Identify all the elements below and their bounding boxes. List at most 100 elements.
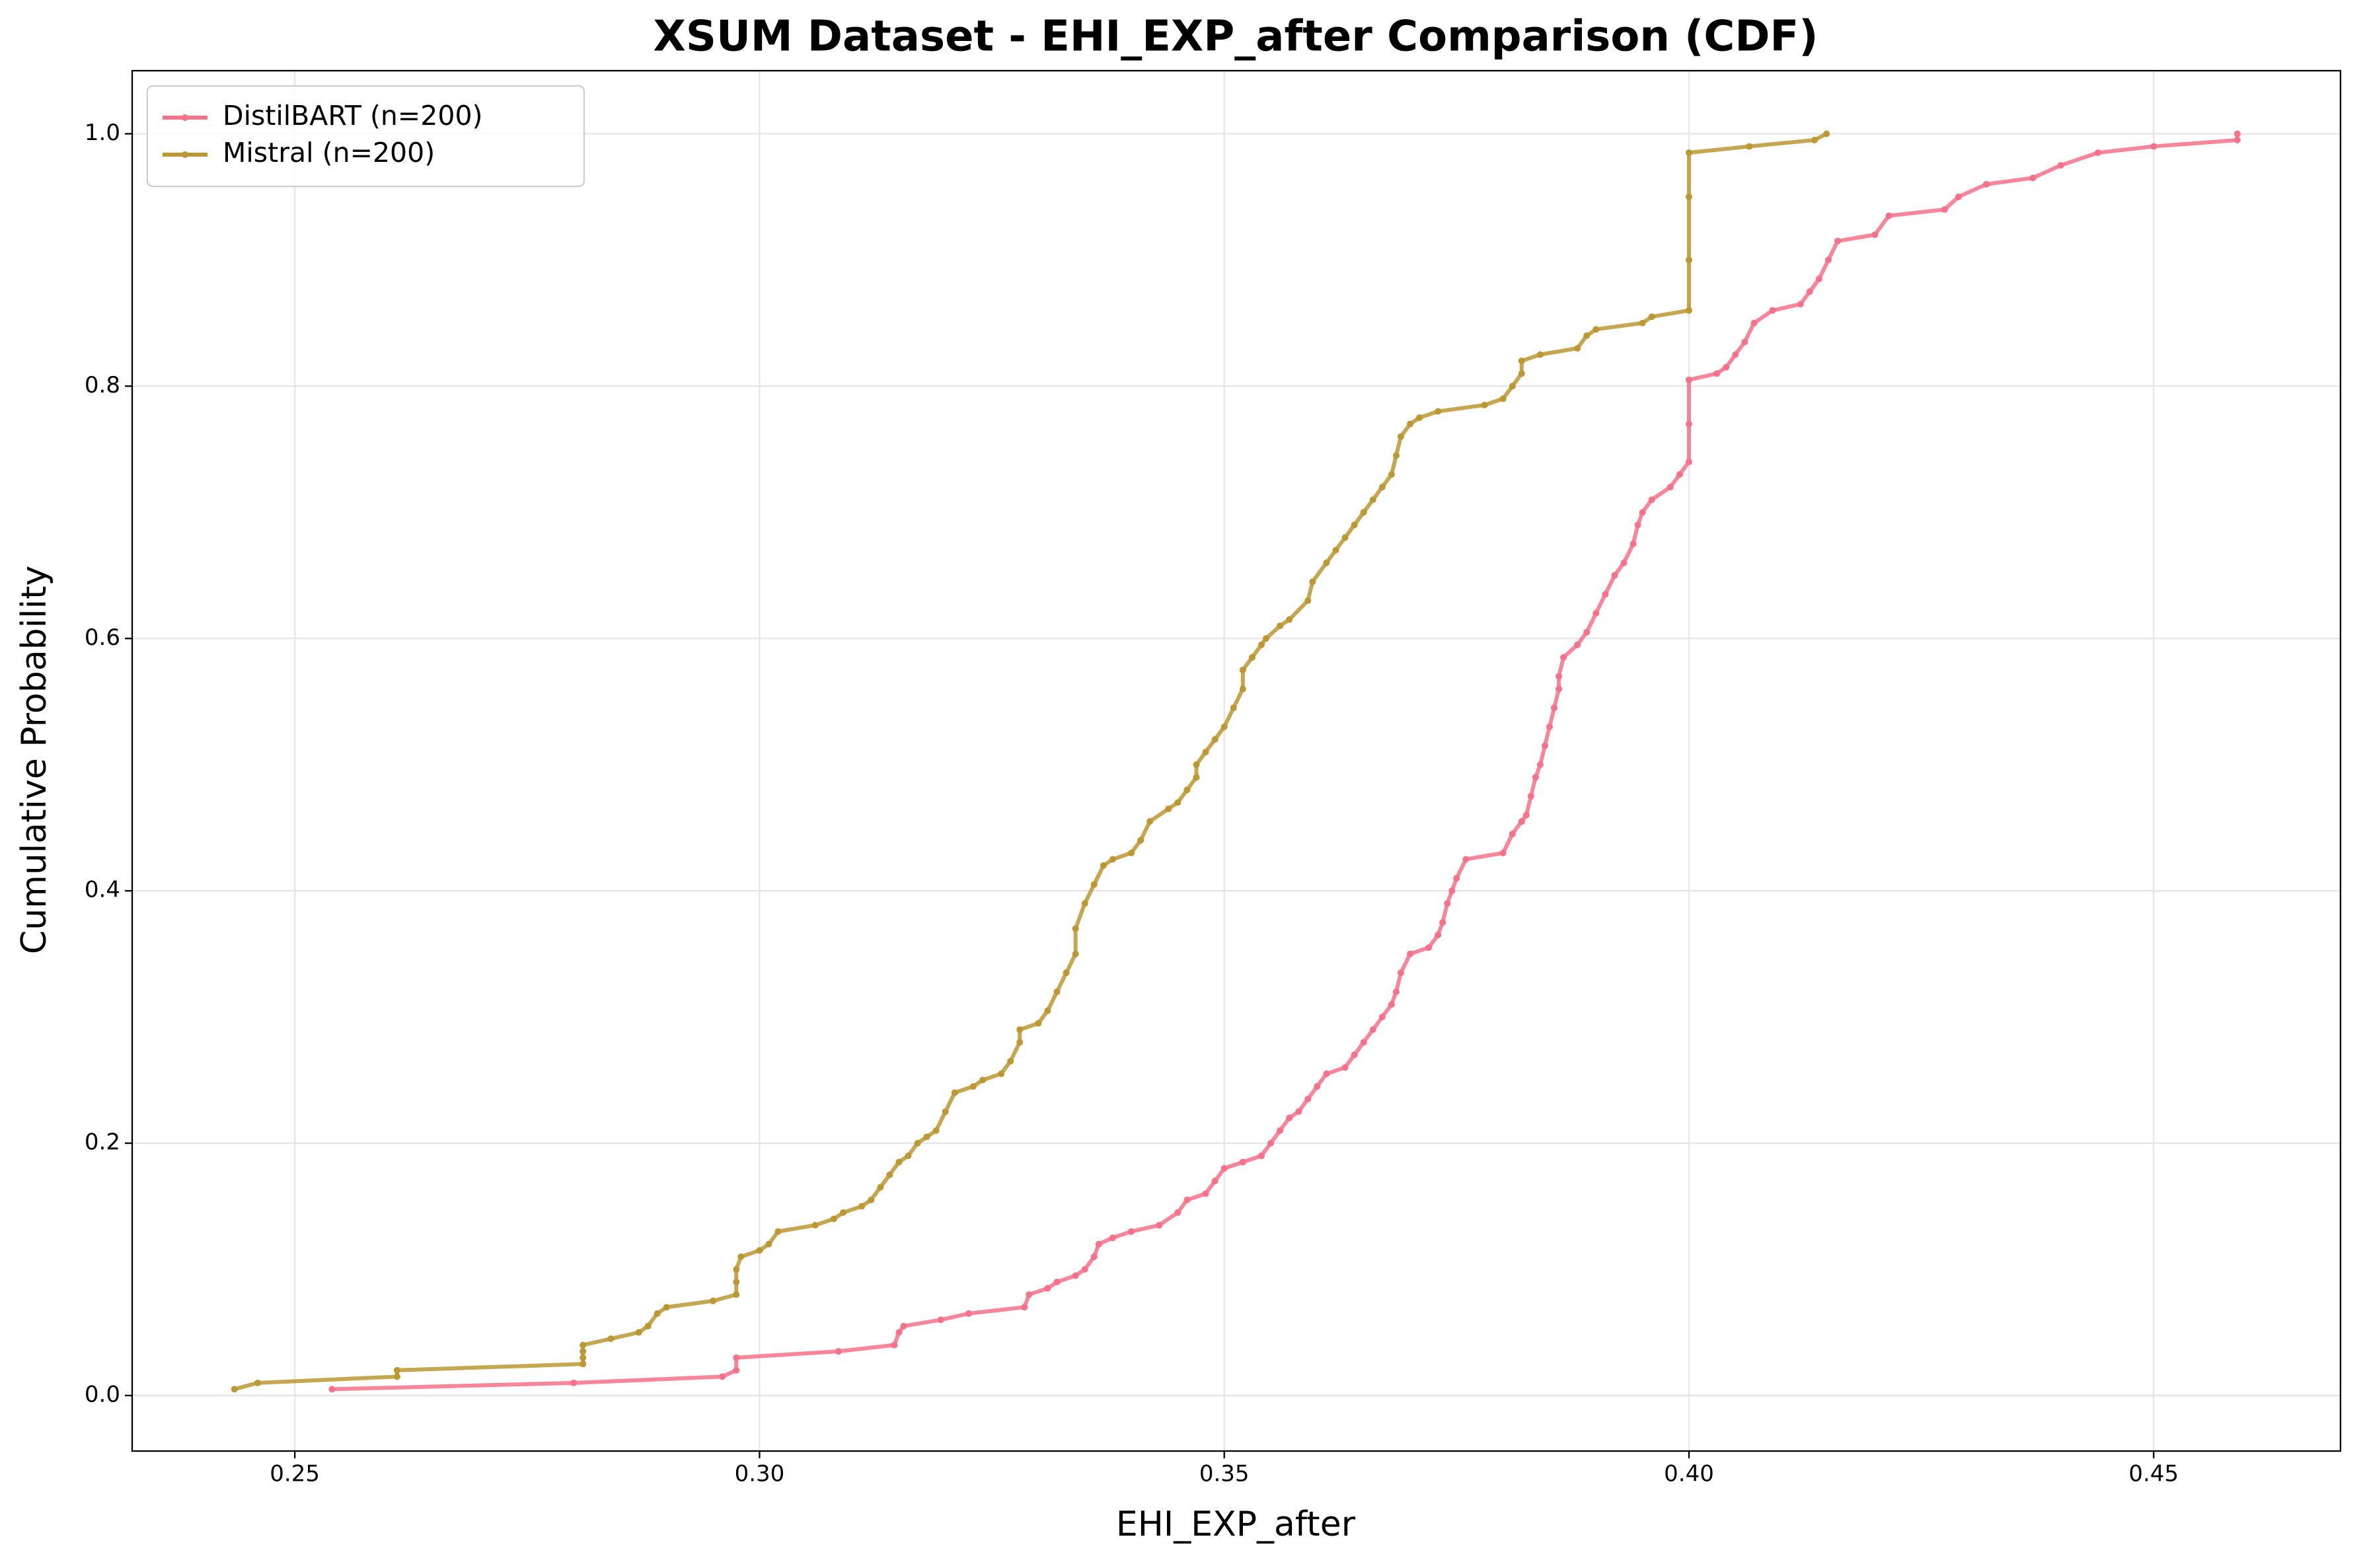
data-point xyxy=(1183,1197,1191,1204)
data-point xyxy=(231,1386,238,1393)
data-point xyxy=(580,1354,587,1361)
data-point xyxy=(1592,610,1600,617)
data-point xyxy=(895,1158,903,1166)
data-point xyxy=(1211,1177,1218,1185)
x-tick-label: 0.25 xyxy=(270,1461,320,1487)
data-point xyxy=(1314,1083,1321,1090)
data-point xyxy=(1257,1152,1265,1160)
data-point xyxy=(1081,900,1088,907)
y-tick-label: 0.2 xyxy=(85,1129,120,1156)
data-point xyxy=(1063,969,1070,977)
data-point xyxy=(1369,1026,1376,1033)
data-point xyxy=(1174,799,1181,806)
data-point xyxy=(2233,137,2241,144)
data-point xyxy=(580,1361,587,1368)
data-point xyxy=(2150,143,2157,150)
data-point xyxy=(1378,1014,1386,1021)
data-point xyxy=(1239,1158,1246,1166)
data-point xyxy=(923,1133,930,1140)
data-point xyxy=(1388,1001,1395,1008)
data-point xyxy=(1685,420,1692,428)
data-point xyxy=(868,1197,875,1204)
data-point xyxy=(1202,1190,1209,1197)
data-point xyxy=(891,1341,898,1349)
x-tick-label: 0.40 xyxy=(1664,1461,1714,1487)
data-point xyxy=(1397,969,1404,977)
data-point xyxy=(1341,1064,1349,1071)
data-point xyxy=(1815,276,1822,283)
data-point xyxy=(886,1171,893,1178)
data-point xyxy=(1165,805,1172,813)
data-point xyxy=(733,1366,740,1374)
data-point xyxy=(1156,1222,1163,1229)
legend-marker xyxy=(182,114,188,121)
data-point xyxy=(733,1354,740,1361)
data-point xyxy=(663,1304,670,1311)
data-point xyxy=(1629,541,1637,548)
data-point xyxy=(1541,742,1548,749)
data-point xyxy=(1611,572,1618,579)
data-point xyxy=(1146,818,1154,825)
data-point xyxy=(1341,534,1349,541)
data-point xyxy=(737,1253,745,1260)
y-tick-label: 0.6 xyxy=(85,624,120,651)
data-point xyxy=(1769,307,1776,314)
data-point xyxy=(830,1215,837,1222)
data-point xyxy=(1388,471,1395,478)
data-point xyxy=(607,1335,615,1343)
data-point xyxy=(1685,458,1692,465)
data-point xyxy=(1509,831,1516,838)
data-point xyxy=(1295,1108,1302,1115)
data-point xyxy=(1685,376,1692,383)
data-point xyxy=(1555,685,1563,692)
data-point xyxy=(774,1228,782,1235)
data-point xyxy=(1602,591,1609,598)
data-point xyxy=(1397,433,1404,440)
data-point xyxy=(1824,256,1832,264)
data-point xyxy=(1834,237,1842,244)
data-point xyxy=(1732,351,1739,358)
data-point xyxy=(1072,1272,1079,1279)
data-point xyxy=(914,1140,921,1147)
y-axis-label: Cumulative Probability xyxy=(15,566,54,954)
data-point xyxy=(1392,988,1400,995)
data-point xyxy=(756,1247,763,1254)
data-point xyxy=(1239,685,1246,692)
x-tick-label: 0.30 xyxy=(735,1461,785,1487)
data-point xyxy=(2233,130,2241,137)
data-point xyxy=(1648,496,1655,504)
data-point xyxy=(1053,988,1061,995)
data-point xyxy=(1220,1165,1228,1172)
data-point xyxy=(1304,597,1312,604)
data-point xyxy=(1360,1039,1367,1046)
legend-label: Mistral (n=200) xyxy=(223,137,435,168)
data-point xyxy=(932,1127,940,1134)
data-point xyxy=(710,1297,717,1304)
data-point xyxy=(1435,932,1442,939)
data-point xyxy=(1676,471,1683,478)
data-point xyxy=(1286,616,1293,623)
data-point xyxy=(895,1329,903,1336)
data-point xyxy=(1090,1253,1098,1260)
data-point xyxy=(254,1379,261,1386)
data-point xyxy=(1248,653,1255,661)
data-point xyxy=(1518,357,1525,365)
data-point xyxy=(1128,1228,1135,1235)
data-point xyxy=(580,1341,587,1349)
data-point xyxy=(1095,1240,1102,1248)
data-point xyxy=(835,1348,842,1355)
data-point xyxy=(1499,849,1507,856)
data-point xyxy=(1546,723,1554,730)
data-point xyxy=(1174,1209,1181,1216)
data-point xyxy=(1574,641,1581,648)
data-point xyxy=(1016,1039,1024,1046)
data-point xyxy=(1741,338,1748,346)
data-point xyxy=(1081,1266,1088,1273)
data-point xyxy=(1509,383,1516,390)
data-point xyxy=(1026,1291,1033,1298)
data-point xyxy=(1407,420,1414,428)
data-point xyxy=(1239,667,1246,674)
data-point xyxy=(393,1366,400,1374)
data-point xyxy=(1369,496,1376,504)
